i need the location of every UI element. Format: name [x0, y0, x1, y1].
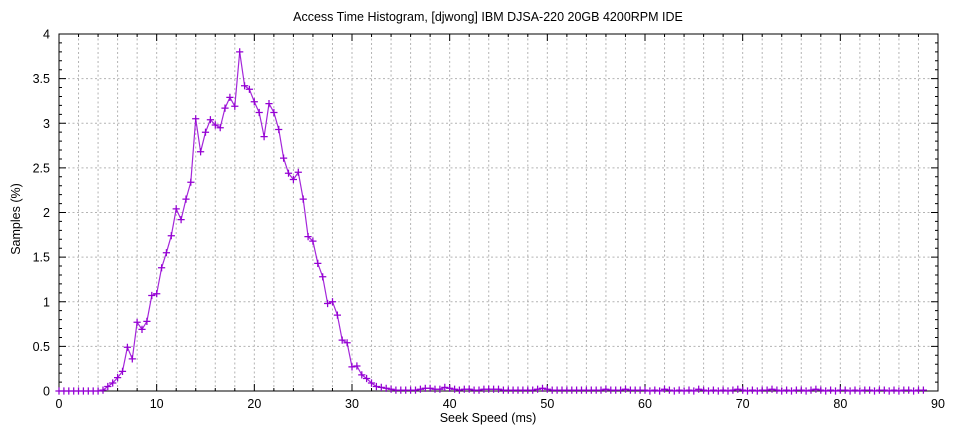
y-tick-label: 4	[43, 28, 50, 42]
chart-title: Access Time Histogram, [djwong] IBM DJSA…	[293, 10, 683, 24]
x-axis-title: Seek Speed (ms)	[439, 411, 537, 425]
x-tick-label: 60	[638, 397, 652, 411]
x-tick-label: 90	[931, 397, 945, 411]
y-tick-labels: 0 0.5 1 1.5 2 2.5 3 3.5 4	[33, 28, 50, 399]
y-axis-title: Samples (%)	[9, 183, 23, 255]
x-tick-label: 70	[736, 397, 750, 411]
y-tick-label: 2	[43, 206, 50, 220]
y-tick-label: 0	[43, 385, 50, 399]
y-tick-label: 3	[43, 117, 50, 131]
gridlines	[59, 34, 938, 391]
y-tick-label: 0.5	[33, 340, 50, 354]
y-tick-label: 3.5	[33, 72, 50, 86]
x-tick-label: 30	[345, 397, 359, 411]
x-tick-label: 50	[540, 397, 554, 411]
x-tick-label: 80	[833, 397, 847, 411]
x-tick-labels: 0 10 20 30 40 50 60 70 80 90	[56, 397, 945, 411]
data-point-markers	[55, 48, 927, 395]
y-tick-label: 2.5	[33, 161, 50, 175]
x-tick-label: 20	[247, 397, 261, 411]
x-tick-label: 0	[56, 397, 63, 411]
y-tick-label: 1	[43, 295, 50, 309]
x-tick-label: 10	[150, 397, 164, 411]
data-series-line	[59, 51, 924, 392]
x-tick-label: 40	[443, 397, 457, 411]
y-tick-label: 1.5	[33, 251, 50, 265]
